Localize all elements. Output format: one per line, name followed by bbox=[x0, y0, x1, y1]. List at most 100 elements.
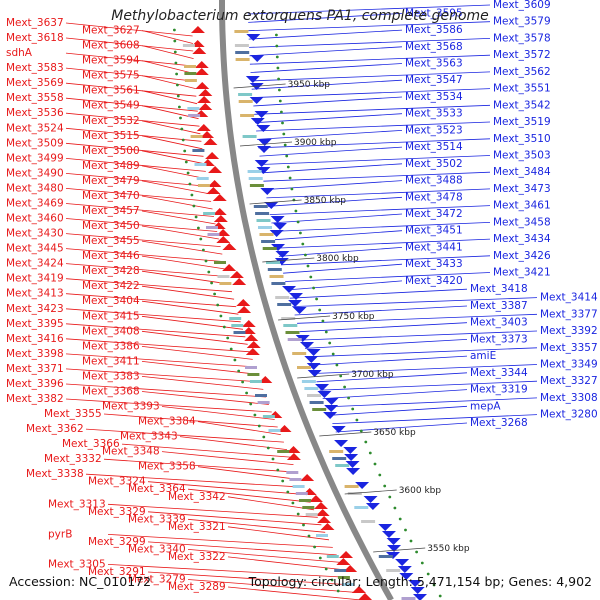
forward-gene-label[interactable]: Mext_3322 bbox=[168, 551, 226, 563]
forward-gene-label[interactable]: Mext_3532 bbox=[82, 115, 140, 127]
forward-gene-label[interactable]: Mext_3348 bbox=[102, 446, 160, 458]
forward-gene-label[interactable]: Mext_3561 bbox=[82, 85, 140, 97]
forward-gene-label[interactable]: Mext_3575 bbox=[82, 70, 140, 82]
forward-gene-label[interactable]: Mext_3524 bbox=[6, 122, 64, 134]
forward-gene-label[interactable]: Mext_3398 bbox=[6, 348, 64, 360]
forward-gene-label[interactable]: pyrB bbox=[48, 528, 72, 540]
forward-gene-label[interactable]: Mext_3382 bbox=[6, 393, 64, 405]
forward-gene-label[interactable]: Mext_3291 bbox=[88, 566, 146, 578]
forward-gene-label[interactable]: Mext_3339 bbox=[128, 513, 186, 525]
forward-gene-label[interactable]: Mext_3358 bbox=[138, 461, 196, 473]
forward-gene-label[interactable]: Mext_3413 bbox=[6, 288, 64, 300]
forward-gene-label[interactable]: Mext_3455 bbox=[82, 235, 140, 247]
reverse-gene-label[interactable]: Mext_3519 bbox=[493, 116, 551, 128]
forward-gene-label[interactable]: Mext_3395 bbox=[6, 318, 64, 330]
reverse-gene-label[interactable]: Mext_3478 bbox=[405, 191, 463, 203]
reverse-gene-label[interactable]: mepA bbox=[470, 400, 501, 412]
reverse-gene-label[interactable]: Mext_3563 bbox=[405, 58, 463, 70]
reverse-gene-label[interactable]: Mext_3421 bbox=[493, 267, 551, 279]
reverse-gene-label[interactable]: Mext_3562 bbox=[493, 66, 551, 78]
forward-gene-label[interactable]: Mext_3404 bbox=[82, 295, 140, 307]
reverse-gene-label[interactable]: Mext_3514 bbox=[405, 141, 463, 153]
forward-gene-label[interactable]: Mext_3368 bbox=[82, 385, 140, 397]
reverse-gene-label[interactable]: Mext_3461 bbox=[493, 200, 551, 212]
forward-gene-label[interactable]: Mext_3371 bbox=[6, 363, 64, 375]
forward-gene-label[interactable]: Mext_3329 bbox=[88, 506, 146, 518]
forward-gene-label[interactable]: Mext_3627 bbox=[82, 25, 140, 37]
forward-gene-label[interactable]: Mext_3450 bbox=[82, 220, 140, 232]
forward-gene-label[interactable]: Mext_3470 bbox=[82, 190, 140, 202]
forward-gene-label[interactable]: Mext_3408 bbox=[82, 325, 140, 337]
reverse-gene-label[interactable]: Mext_3451 bbox=[405, 225, 463, 237]
forward-gene-label[interactable]: Mext_3289 bbox=[168, 581, 226, 593]
reverse-gene-label[interactable]: Mext_3484 bbox=[493, 166, 551, 178]
forward-gene-label[interactable]: Mext_3480 bbox=[6, 182, 64, 194]
forward-gene-label[interactable]: Mext_3279 bbox=[128, 573, 186, 585]
forward-gene-label[interactable]: Mext_3424 bbox=[6, 258, 64, 270]
reverse-gene-label[interactable]: Mext_3308 bbox=[540, 392, 598, 404]
reverse-gene-label[interactable]: Mext_3579 bbox=[493, 16, 551, 28]
reverse-gene-label[interactable]: Mext_3551 bbox=[493, 83, 551, 95]
forward-gene-label[interactable]: Mext_3500 bbox=[82, 145, 140, 157]
reverse-gene-label[interactable]: Mext_3578 bbox=[493, 32, 551, 44]
forward-gene-label[interactable]: Mext_3549 bbox=[82, 100, 140, 112]
reverse-gene-label[interactable]: Mext_3510 bbox=[493, 133, 551, 145]
forward-gene-label[interactable]: Mext_3366 bbox=[62, 438, 120, 450]
forward-gene-label[interactable]: Mext_3637 bbox=[6, 17, 64, 29]
forward-gene-label[interactable]: Mext_3430 bbox=[6, 228, 64, 240]
forward-gene-label[interactable]: Mext_3338 bbox=[26, 468, 84, 480]
reverse-gene-label[interactable]: Mext_3268 bbox=[470, 417, 528, 429]
forward-gene-label[interactable]: Mext_3460 bbox=[6, 213, 64, 225]
reverse-gene-label[interactable]: Mext_3473 bbox=[493, 183, 551, 195]
reverse-gene-label[interactable]: Mext_3357 bbox=[540, 342, 598, 354]
reverse-gene-label[interactable]: Mext_3534 bbox=[405, 91, 463, 103]
reverse-gene-label[interactable]: Mext_3344 bbox=[470, 367, 528, 379]
forward-gene-label[interactable]: Mext_3305 bbox=[48, 558, 106, 570]
reverse-gene-label[interactable]: Mext_3426 bbox=[493, 250, 551, 262]
reverse-gene-label[interactable]: Mext_3434 bbox=[493, 233, 551, 245]
forward-gene-label[interactable]: Mext_3332 bbox=[44, 453, 102, 465]
forward-gene-label[interactable]: Mext_3383 bbox=[82, 370, 140, 382]
forward-gene-label[interactable]: Mext_3594 bbox=[82, 55, 140, 67]
forward-gene-label[interactable]: Mext_3355 bbox=[44, 408, 102, 420]
reverse-gene-label[interactable]: Mext_3568 bbox=[405, 41, 463, 53]
reverse-gene-label[interactable]: Mext_3542 bbox=[493, 99, 551, 111]
forward-gene-label[interactable]: Mext_3469 bbox=[6, 197, 64, 209]
forward-gene-label[interactable]: Mext_3313 bbox=[48, 498, 106, 510]
reverse-gene-label[interactable]: amiE bbox=[470, 350, 496, 362]
forward-gene-label[interactable]: Mext_3386 bbox=[82, 340, 140, 352]
forward-gene-label[interactable]: Mext_3490 bbox=[6, 167, 64, 179]
forward-gene-label[interactable]: Mext_3446 bbox=[82, 250, 140, 262]
forward-gene-label[interactable]: Mext_3499 bbox=[6, 152, 64, 164]
reverse-gene-label[interactable]: Mext_3349 bbox=[540, 358, 598, 370]
reverse-gene-label[interactable]: Mext_3373 bbox=[470, 333, 528, 345]
reverse-gene-label[interactable]: Mext_3609 bbox=[493, 0, 551, 11]
forward-gene-label[interactable]: Mext_3583 bbox=[6, 62, 64, 74]
reverse-gene-label[interactable]: Mext_3392 bbox=[540, 325, 598, 337]
reverse-gene-label[interactable]: Mext_3377 bbox=[540, 308, 598, 320]
forward-gene-label[interactable]: Mext_3419 bbox=[6, 273, 64, 285]
forward-gene-label[interactable]: Mext_3515 bbox=[82, 130, 140, 142]
reverse-gene-label[interactable]: Mext_3503 bbox=[493, 149, 551, 161]
forward-gene-label[interactable]: Mext_3342 bbox=[168, 491, 226, 503]
forward-gene-label[interactable]: Mext_3364 bbox=[128, 483, 186, 495]
forward-gene-label[interactable]: Mext_3362 bbox=[26, 423, 84, 435]
forward-gene-label[interactable]: Mext_3558 bbox=[6, 92, 64, 104]
reverse-gene-label[interactable]: Mext_3502 bbox=[405, 158, 463, 170]
reverse-gene-label[interactable]: Mext_3523 bbox=[405, 124, 463, 136]
reverse-gene-label[interactable]: Mext_3418 bbox=[470, 283, 528, 295]
reverse-gene-label[interactable]: Mext_3458 bbox=[493, 216, 551, 228]
forward-gene-label[interactable]: Mext_3608 bbox=[82, 40, 140, 52]
forward-gene-label[interactable]: Mext_3489 bbox=[82, 160, 140, 172]
forward-gene-label[interactable]: Mext_3445 bbox=[6, 243, 64, 255]
forward-gene-label[interactable]: Mext_3324 bbox=[88, 476, 146, 488]
reverse-gene-label[interactable]: Mext_3472 bbox=[405, 208, 463, 220]
forward-gene-label[interactable]: Mext_3457 bbox=[82, 205, 140, 217]
reverse-gene-label[interactable]: Mext_3280 bbox=[540, 409, 598, 421]
reverse-gene-label[interactable]: Mext_3533 bbox=[405, 108, 463, 120]
reverse-gene-label[interactable]: Mext_3414 bbox=[540, 292, 598, 304]
reverse-gene-label[interactable]: Mext_3488 bbox=[405, 175, 463, 187]
forward-gene-label[interactable]: Mext_3393 bbox=[102, 401, 160, 413]
reverse-gene-label[interactable]: Mext_3547 bbox=[405, 74, 463, 86]
reverse-gene-label[interactable]: Mext_3420 bbox=[405, 275, 463, 287]
